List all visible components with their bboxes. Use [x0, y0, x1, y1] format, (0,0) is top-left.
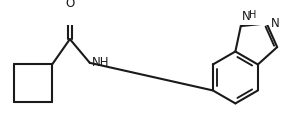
Text: H: H: [249, 10, 257, 20]
Text: NH: NH: [92, 56, 110, 69]
Text: O: O: [65, 0, 75, 10]
Text: N: N: [242, 10, 251, 23]
Text: N: N: [271, 17, 279, 30]
